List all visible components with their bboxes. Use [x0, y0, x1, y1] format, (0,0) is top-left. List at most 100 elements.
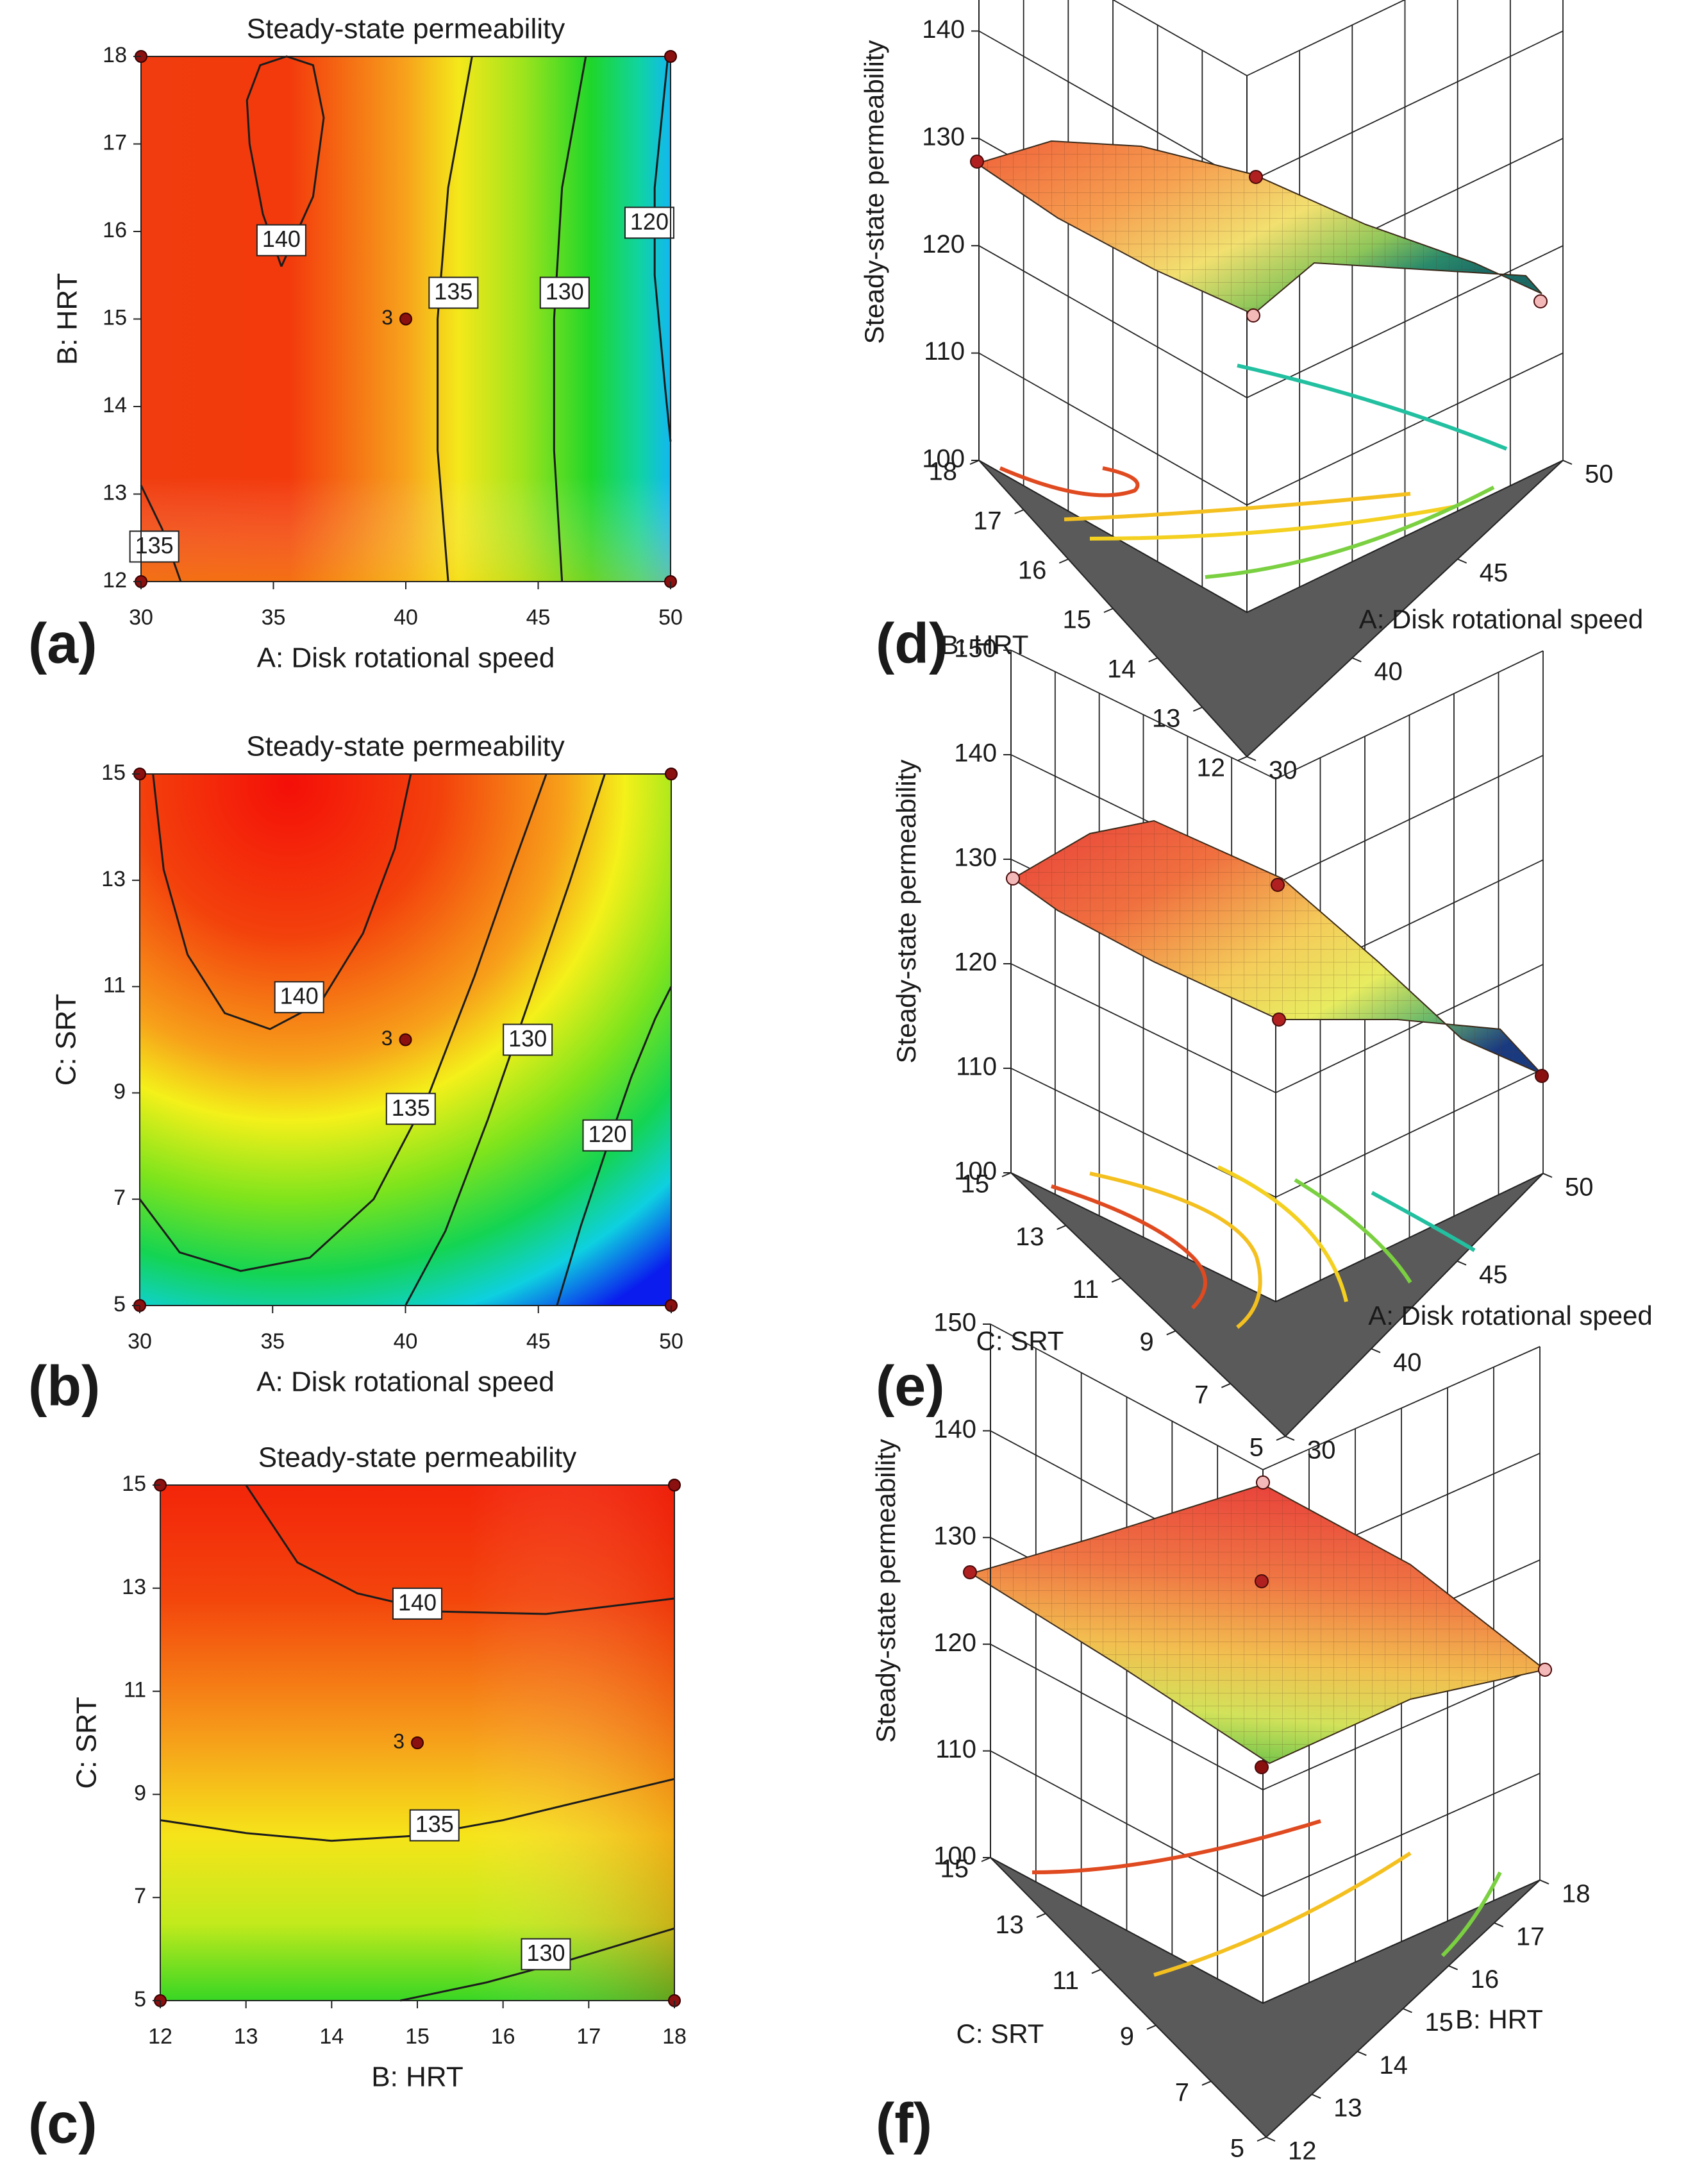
x-tick-mark	[1494, 1922, 1504, 1928]
z-tick-label: 130	[954, 844, 997, 872]
z-tick-label: 140	[922, 15, 965, 44]
z-tick-label: 100	[954, 1157, 997, 1186]
contour-label-box	[392, 1587, 442, 1620]
design-point	[399, 1033, 412, 1046]
y-tick-label: 11	[1073, 1275, 1099, 1304]
y-tick-label: 11	[103, 973, 126, 998]
panel-letter: (b)	[28, 1354, 100, 1417]
y-tick-label: 15	[1063, 606, 1092, 634]
contour-line-140	[152, 773, 412, 1030]
y-tick-mark	[1148, 657, 1158, 662]
y-tick-mark	[1192, 707, 1203, 712]
floor-contour-line	[1217, 1165, 1348, 1302]
z-axis-label: Steady-state permeability	[859, 40, 889, 344]
design-point	[399, 312, 412, 326]
floor-contour-line	[1294, 1178, 1412, 1284]
x-tick-mark	[1457, 559, 1467, 564]
x-tick-mark	[1311, 2094, 1321, 2099]
y-tick-mark	[1036, 1913, 1046, 1919]
contour-line-130	[405, 773, 606, 1306]
contour-label-text: 130	[546, 278, 584, 305]
contour-line-120	[653, 56, 672, 442]
y-tick-mark	[969, 460, 980, 465]
contour-label-box	[521, 1938, 571, 1970]
contour-label-box	[385, 1093, 436, 1125]
contour-label-135: 135	[409, 1809, 460, 1842]
x-tick-label: 14	[319, 2024, 344, 2049]
y-tick-mark	[1014, 509, 1024, 514]
y-tick-label: 9	[1140, 1328, 1154, 1356]
y-tick-mark	[981, 1857, 991, 1862]
contour-label-140: 140	[274, 981, 324, 1014]
contour-label-box	[503, 1023, 553, 1056]
design-point	[963, 1565, 977, 1579]
x-tick-label: 40	[1393, 1348, 1422, 1377]
y-tick-mark	[1166, 1330, 1176, 1336]
y-tick-label: 5	[134, 1987, 146, 2012]
x-tick-label: 40	[1374, 658, 1403, 686]
x-tick-mark	[1542, 1173, 1553, 1178]
y-tick-label: 7	[1175, 2078, 1189, 2106]
y-tick-label: 14	[103, 393, 127, 417]
contour-label-text: 135	[434, 278, 472, 305]
contour-line-120	[556, 986, 672, 1306]
z-tick-label: 110	[956, 1053, 997, 1081]
y-tick-label: 5	[113, 1292, 126, 1316]
x-axis-label: B: HRT	[371, 2062, 463, 2093]
floor-contour-line	[1371, 1191, 1476, 1252]
z-tick-label: 110	[924, 337, 965, 365]
center-point-count: 3	[381, 306, 393, 329]
x-tick-label: 17	[576, 2024, 601, 2049]
y-tick-label: 5	[1249, 1434, 1264, 1462]
y-tick-label: 12	[1197, 754, 1226, 782]
contour-label-text: 140	[280, 983, 319, 1009]
design-point	[1272, 1012, 1286, 1027]
y-tick-label: 13	[1152, 705, 1181, 733]
x-tick-mark	[1246, 756, 1257, 761]
contour-label-box	[409, 1809, 460, 1842]
y-tick-mark	[1146, 2024, 1157, 2030]
contour-label-text: 130	[526, 1940, 565, 1966]
floor-contour-line	[1089, 1172, 1262, 1329]
x-axis-label: A: Disk rotational speed	[1368, 1300, 1653, 1331]
x-tick-label: 18	[1562, 1880, 1591, 1908]
contour-label-135: 135	[129, 530, 180, 563]
y-tick-label: 13	[103, 480, 127, 505]
design-point	[1246, 308, 1260, 323]
x-tick-label: 16	[1471, 1965, 1499, 1994]
design-point	[664, 50, 677, 63]
surface-panel-1: 100 110 120 130 140 150 Steady-state permeabil…	[859, 0, 1643, 785]
y-tick-label: 16	[1018, 557, 1047, 585]
response-surface-mesh	[971, 1484, 1545, 1763]
design-point	[1535, 1069, 1549, 1083]
y-tick-label: 11	[1052, 1967, 1079, 1995]
x-tick-label: 50	[1585, 460, 1614, 489]
floor-projection	[990, 1857, 1541, 2138]
response-surface-mesh	[1013, 821, 1542, 1074]
y-tick-label: 13	[122, 1575, 146, 1599]
floor-contour-line	[1205, 485, 1495, 579]
y-tick-mark	[1257, 2137, 1267, 2142]
contour-line-130	[553, 56, 587, 582]
y-tick-mark	[1091, 1969, 1101, 1974]
x-tick-label: 15	[405, 2024, 430, 2049]
center-point-count: 3	[381, 1027, 393, 1050]
x-tick-label: 30	[1307, 1436, 1336, 1465]
panel-letter: (c)	[28, 2091, 97, 2155]
y-tick-mark	[1103, 608, 1114, 613]
contour-label-text: 135	[392, 1095, 430, 1121]
y-tick-mark	[1201, 2080, 1212, 2086]
z-tick-label: 120	[922, 230, 965, 258]
y-tick-label: 18	[929, 458, 958, 486]
contour-line-135	[140, 485, 182, 582]
z-tick-label: 100	[933, 1842, 976, 1870]
x-tick-label: 30	[128, 1329, 152, 1354]
x-tick-mark	[1265, 2137, 1276, 2142]
chart-title: Steady-state permeability	[246, 731, 564, 762]
y-tick-label: 7	[134, 1884, 146, 1908]
z-tick-label: 100	[922, 445, 965, 473]
y-tick-label: 14	[1107, 655, 1136, 684]
x-tick-label: 12	[148, 2024, 172, 2049]
y-tick-mark	[1221, 1382, 1231, 1388]
x-tick-mark	[1357, 2051, 1367, 2056]
